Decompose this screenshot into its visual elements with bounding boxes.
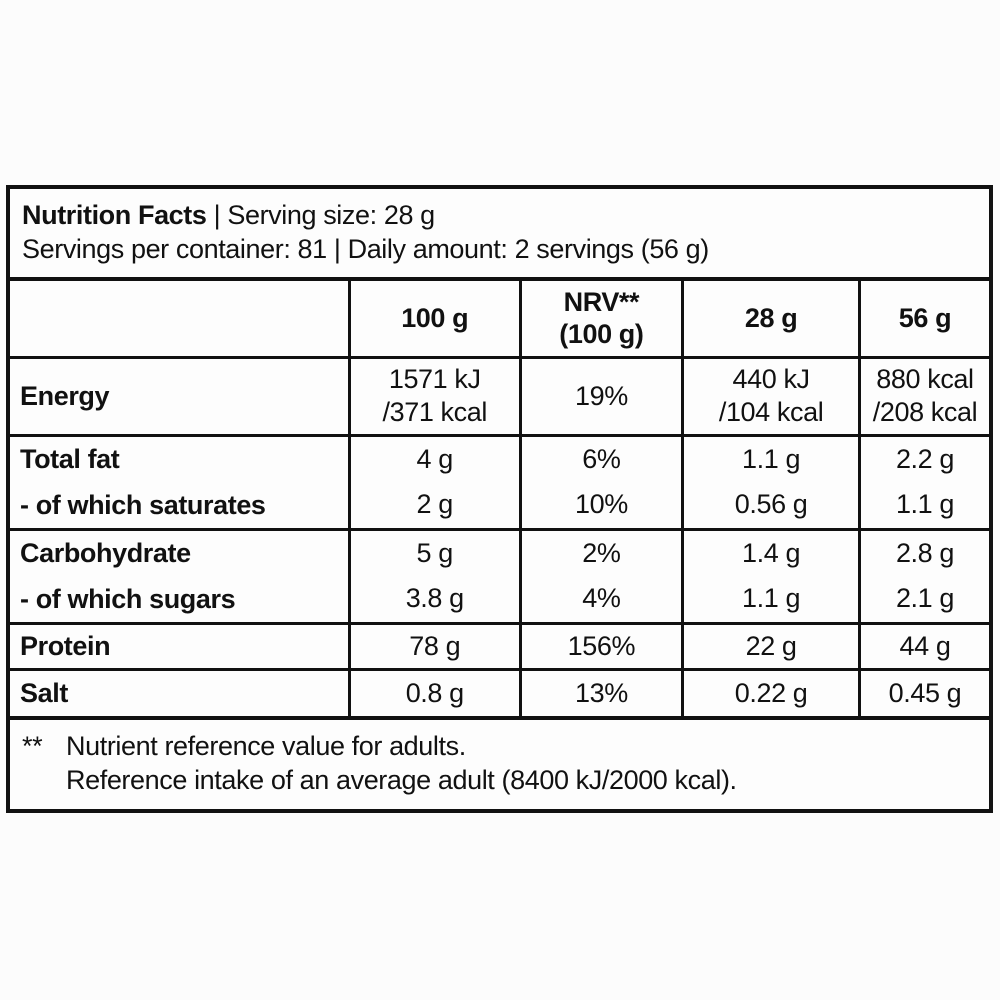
label-title: Nutrition Facts (22, 200, 207, 230)
nutrient-value: 44 g (857, 621, 991, 669)
nutrient-value: 13% (518, 667, 683, 718)
nutrient-value: 78 g (347, 621, 521, 669)
nutrient-value: 1.1 g (681, 576, 860, 623)
col-header-28g: 28 g (681, 279, 860, 357)
row-saturates: - of which saturates 2 g 10% 0.56 g 1.1 … (8, 482, 991, 529)
nutrient-value: 1.4 g (681, 527, 860, 576)
nutrient-value: 19% (518, 355, 683, 435)
label-header-box: Nutrition Facts | Serving size: 28 g Ser… (6, 185, 993, 281)
nutrient-label: Carbohydrate (8, 527, 350, 576)
nutrient-value: 156% (518, 621, 683, 669)
serving-size-text: Serving size: 28 g (227, 200, 435, 230)
empty-corner-cell (8, 279, 349, 357)
nutrient-value: 10% (518, 482, 683, 529)
nutrient-value: 1.1 g (857, 482, 991, 529)
header-separator: | (213, 200, 221, 230)
footnote-line1: ** Nutrient reference value for adults. (22, 729, 977, 763)
nutrient-label: - of which sugars (20, 583, 236, 614)
nutrient-value: 0.45 g (857, 667, 991, 718)
column-header-row: 100 g NRV** (100 g) 28 g 56 g (8, 279, 991, 357)
nutrient-value: 1.1 g (681, 433, 860, 482)
col-header-56g: 56 g (857, 279, 991, 357)
nutrient-value: 0.56 g (681, 482, 860, 529)
nutrient-value: 5 g (347, 527, 521, 576)
nutrient-value: 2.8 g (857, 527, 991, 576)
nutrient-value: 880 kcal /208 kcal (857, 355, 991, 435)
row-sugars: - of which sugars 3.8 g 4% 1.1 g 2.1 g (8, 576, 991, 623)
nutrient-value: 6% (518, 433, 683, 482)
servings-per-container-line: Servings per container: 81 | Daily amoun… (22, 234, 709, 264)
footnote-text2: Reference intake of an average adult (84… (66, 765, 737, 795)
nutrient-value: 2.1 g (857, 576, 991, 623)
footnote-text1: Nutrient reference value for adults. (66, 731, 466, 761)
nutrient-value: 22 g (681, 621, 860, 669)
nutrient-value: 3.8 g (347, 576, 521, 623)
col-header-nrv: NRV** (100 g) (518, 279, 683, 357)
nutrient-value: 1571 kJ /371 kcal (347, 355, 521, 435)
nutrient-label: Protein (8, 621, 350, 669)
nutrient-label: Total fat (8, 433, 350, 482)
nutrient-table: 100 g NRV** (100 g) 28 g 56 g Energy 157… (6, 277, 993, 720)
row-carbohydrate: Carbohydrate 5 g 2% 1.4 g 2.8 g (8, 527, 991, 576)
footnote-marker: ** (22, 731, 43, 761)
nutrient-value: 4 g (347, 433, 521, 482)
nutrient-value: 2.2 g (857, 433, 991, 482)
row-energy: Energy 1571 kJ /371 kcal 19% 440 kJ /104… (8, 355, 991, 435)
nutrient-value: 0.8 g (347, 667, 521, 718)
nutrient-label: - of which saturates (20, 489, 266, 520)
nutrient-label: Salt (8, 667, 350, 718)
row-salt: Salt 0.8 g 13% 0.22 g 0.45 g (8, 667, 991, 718)
footnote-box: ** Nutrient reference value for adults. … (6, 716, 993, 813)
nutrient-value: 440 kJ /104 kcal (681, 355, 860, 435)
nutrition-label: Nutrition Facts | Serving size: 28 g Ser… (6, 185, 993, 813)
header-line1: Nutrition Facts | Serving size: 28 g (22, 198, 977, 232)
nutrient-value: 2 g (347, 482, 521, 529)
nutrient-value: 2% (518, 527, 683, 576)
nutrient-value: 0.22 g (681, 667, 860, 718)
row-total-fat: Total fat 4 g 6% 1.1 g 2.2 g (8, 433, 991, 482)
nutrient-value: 4% (518, 576, 683, 623)
nutrient-label: Energy (8, 355, 350, 435)
row-protein: Protein 78 g 156% 22 g 44 g (8, 621, 991, 669)
col-header-100g: 100 g (347, 279, 521, 357)
